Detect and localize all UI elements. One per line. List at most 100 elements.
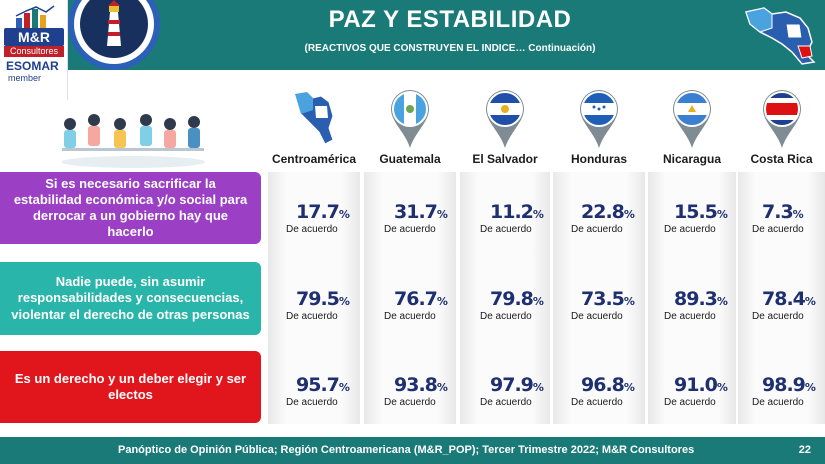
value-cell: 17.7% De acuerdo [286, 201, 366, 251]
value-label: 7.3% [762, 201, 804, 223]
value-label: 91.0% [674, 374, 728, 396]
company-logo: M&R Consultores ESOMAR member [0, 0, 68, 100]
esomar-label: ESOMAR [6, 59, 59, 73]
value-unit: % [532, 295, 544, 308]
value-cell: 98.9% De acuerdo [752, 374, 825, 424]
value-label: 11.2% [490, 201, 544, 223]
value-unit: % [338, 381, 350, 394]
column-label: Costa Rica [750, 152, 813, 166]
value-caption: De acuerdo [480, 311, 532, 322]
value-number: 11.2 [490, 201, 534, 223]
row-label-3: Es un derecho y un deber elegir y ser el… [0, 351, 261, 423]
flag-pin-icon [761, 88, 803, 150]
row-label-2: Nadie puede, sin asumir responsabilidade… [0, 262, 261, 335]
row-label-2-text: Nadie puede, sin asumir responsabilidade… [11, 274, 250, 322]
value-cell: 91.0% De acuerdo [664, 374, 744, 424]
value-number: 78.4 [762, 288, 806, 310]
value-number: 97.9 [490, 374, 534, 396]
value-unit: % [338, 208, 350, 221]
value-number: 15.5 [674, 201, 718, 223]
value-cell: 79.8% De acuerdo [480, 288, 560, 338]
flag-pin-icon [671, 88, 713, 150]
column-header: Guatemala [365, 80, 455, 174]
value-number: 22.8 [581, 201, 625, 223]
value-cell: 97.9% De acuerdo [480, 374, 560, 424]
column-header: El Salvador [460, 80, 550, 174]
column-background [364, 172, 456, 424]
value-cell: 96.8% De acuerdo [571, 374, 651, 424]
page-title: PAZ Y ESTABILIDAD [328, 6, 572, 33]
value-caption: De acuerdo [571, 397, 623, 408]
value-cell: 95.7% De acuerdo [286, 374, 366, 424]
value-unit: % [436, 295, 448, 308]
logo-name: M&R [4, 28, 64, 46]
value-unit: % [623, 208, 635, 221]
value-label: 97.9% [490, 374, 544, 396]
flag-pin-icon [578, 88, 620, 150]
column-background [738, 172, 825, 424]
value-unit: % [623, 295, 635, 308]
value-unit: % [804, 381, 816, 394]
column-header: Honduras [554, 80, 644, 174]
value-caption: De acuerdo [571, 311, 623, 322]
value-cell: 11.2% De acuerdo [480, 201, 560, 251]
value-label: 17.7% [296, 201, 350, 223]
value-unit: % [532, 208, 544, 221]
value-label: 95.7% [296, 374, 350, 396]
value-number: 17.7 [296, 201, 340, 223]
value-label: 93.8% [394, 374, 448, 396]
value-unit: % [532, 381, 544, 394]
value-cell: 7.3% De acuerdo [752, 201, 825, 251]
value-unit: % [623, 381, 635, 394]
value-unit: % [804, 295, 816, 308]
footer-bar: Panóptico de Opinión Pública; Región Cen… [0, 437, 825, 464]
value-cell: 31.7% De acuerdo [384, 201, 464, 251]
lighthouse-icon [80, 0, 148, 58]
value-caption: De acuerdo [286, 397, 338, 408]
value-label: 15.5% [674, 201, 728, 223]
value-number: 31.7 [394, 201, 438, 223]
value-number: 7.3 [762, 201, 794, 223]
logo-subtitle: Consultores [4, 46, 64, 57]
value-label: 98.9% [762, 374, 816, 396]
page-subtitle: (REACTIVOS QUE CONSTRUYEN EL INDICE… Con… [304, 43, 596, 54]
value-caption: De acuerdo [480, 224, 532, 235]
value-caption: De acuerdo [384, 224, 436, 235]
value-number: 98.9 [762, 374, 806, 396]
value-label: 31.7% [394, 201, 448, 223]
value-unit: % [338, 295, 350, 308]
value-cell: 73.5% De acuerdo [571, 288, 651, 338]
value-number: 96.8 [581, 374, 625, 396]
value-label: 89.3% [674, 288, 728, 310]
member-label: member [8, 73, 42, 83]
column-header: Centroamérica [269, 80, 359, 174]
column-background [553, 172, 645, 424]
bar-chart-icon [15, 5, 55, 28]
value-label: 22.8% [581, 201, 635, 223]
panoptico-badge [68, 0, 160, 70]
value-label: 76.7% [394, 288, 448, 310]
value-unit: % [716, 208, 728, 221]
value-caption: De acuerdo [664, 397, 716, 408]
value-caption: De acuerdo [664, 224, 716, 235]
value-caption: De acuerdo [286, 311, 338, 322]
value-label: 78.4% [762, 288, 816, 310]
column-label: El Salvador [472, 152, 538, 166]
value-caption: De acuerdo [384, 397, 436, 408]
value-cell: 93.8% De acuerdo [384, 374, 464, 424]
central-america-map-icon [293, 88, 335, 150]
value-caption: De acuerdo [664, 311, 716, 322]
value-number: 73.5 [581, 288, 625, 310]
value-number: 91.0 [674, 374, 718, 396]
page-number: 22 [798, 444, 811, 456]
column-background [268, 172, 360, 424]
value-unit: % [716, 295, 728, 308]
column-background [460, 172, 550, 424]
column-label: Nicaragua [662, 152, 722, 166]
row-label-3-text: Es un derecho y un deber elegir y ser el… [14, 370, 247, 402]
value-unit: % [436, 208, 448, 221]
value-caption: De acuerdo [752, 224, 804, 235]
column-header: Nicaragua [647, 80, 737, 174]
value-caption: De acuerdo [480, 397, 532, 408]
row-label-1: Si es necesario sacrificar la estabilida… [0, 172, 261, 244]
